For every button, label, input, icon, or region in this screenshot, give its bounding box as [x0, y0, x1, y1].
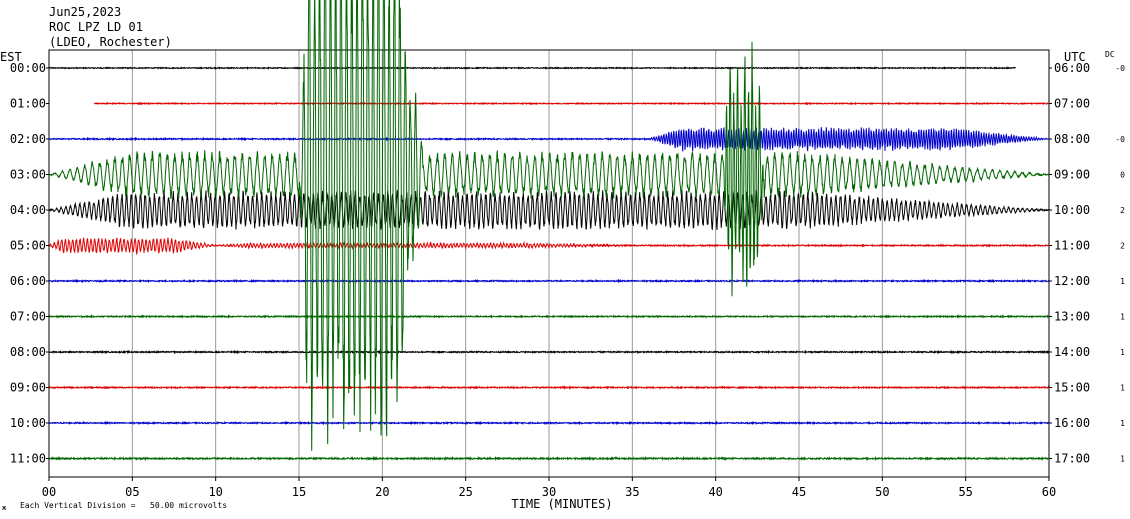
x-tick-label: 05: [125, 485, 139, 499]
x-tick-label: 15: [292, 485, 306, 499]
dc-value: 1: [1120, 455, 1125, 464]
left-axis-title: EST: [0, 50, 22, 64]
est-label: 08:00: [10, 345, 46, 359]
utc-label: 12:00: [1054, 274, 1090, 288]
dc-value: 1: [1120, 419, 1125, 428]
est-label: 01:00: [10, 97, 46, 111]
footer-mark: ж: [2, 504, 7, 512]
utc-label: 14:00: [1054, 345, 1090, 359]
dc-value: -0: [1115, 64, 1125, 73]
est-label: 03:00: [10, 168, 46, 182]
utc-label: 16:00: [1054, 416, 1090, 430]
est-label: 09:00: [10, 381, 46, 395]
utc-label: 06:00: [1054, 61, 1090, 75]
dc-value: 1: [1120, 313, 1125, 322]
x-tick-label: 10: [208, 485, 222, 499]
x-tick-label: 20: [375, 485, 389, 499]
utc-label: 11:00: [1054, 239, 1090, 253]
dc-value: 1: [1120, 277, 1125, 286]
trace-0600: [48, 278, 1050, 284]
dc-value: 1: [1120, 384, 1125, 393]
est-label: 02:00: [10, 132, 46, 146]
dc-value: 1: [1120, 348, 1125, 357]
x-tick-label: 45: [792, 485, 806, 499]
x-tick-label: 40: [708, 485, 722, 499]
x-axis-title: TIME (MINUTES): [511, 497, 612, 511]
x-tick-label: 35: [625, 485, 639, 499]
dc-value: 2: [1120, 206, 1125, 215]
utc-label: 10:00: [1054, 203, 1090, 217]
x-tick-label: 55: [958, 485, 972, 499]
header-station: ROC LPZ LD 01: [49, 20, 143, 34]
x-tick-label: 00: [42, 485, 56, 499]
header-network: (LDEO, Rochester): [49, 35, 172, 49]
dc-value: -0: [1115, 135, 1125, 144]
est-label: 00:00: [10, 61, 46, 75]
right-axis-title: UTC: [1064, 50, 1086, 64]
dc-value: 0: [1120, 171, 1125, 180]
utc-label: 07:00: [1054, 97, 1090, 111]
row-labels: 00:00 06:00 -0 01:00 07:00 02:00 08:00 -0 03:00 0…: [10, 61, 1125, 466]
trace-1000: [48, 420, 1050, 426]
est-label: 06:00: [10, 274, 46, 288]
est-label: 04:00: [10, 203, 46, 217]
grid-lines: [48, 50, 1050, 477]
est-label: 05:00: [10, 239, 46, 253]
trace-0500: [48, 237, 1050, 256]
trace-1100: [48, 455, 1050, 462]
header-date: Jun25,2023: [49, 5, 121, 19]
trace-0700: [48, 313, 1050, 319]
trace-0200: [48, 126, 1050, 152]
utc-label: 08:00: [1054, 132, 1090, 146]
traces: [48, 0, 1050, 462]
dc-header: DC: [1105, 50, 1115, 59]
trace-0300: [48, 0, 1050, 451]
trace-0100: [93, 101, 1050, 106]
footer-note: Each Vertical Division = 50.00 microvolt…: [20, 501, 227, 510]
x-tick-label: 25: [458, 485, 472, 499]
utc-label: 15:00: [1054, 381, 1090, 395]
trace-0000: [48, 65, 1017, 71]
trace-0800: [48, 349, 1050, 355]
est-label: 07:00: [10, 310, 46, 324]
dc-value: 2: [1120, 242, 1125, 251]
trace-0900: [48, 385, 1050, 391]
x-tick-label: 30: [542, 485, 556, 499]
x-axis-ticks: 00 05 10 15 20 25 30 35 40 45 50 55 60: [42, 477, 1056, 499]
est-label: 11:00: [10, 452, 46, 466]
est-label: 10:00: [10, 416, 46, 430]
utc-label: 09:00: [1054, 168, 1090, 182]
utc-label: 17:00: [1054, 452, 1090, 466]
x-tick-label: 50: [875, 485, 889, 499]
utc-label: 13:00: [1054, 310, 1090, 324]
x-tick-label: 60: [1042, 485, 1056, 499]
